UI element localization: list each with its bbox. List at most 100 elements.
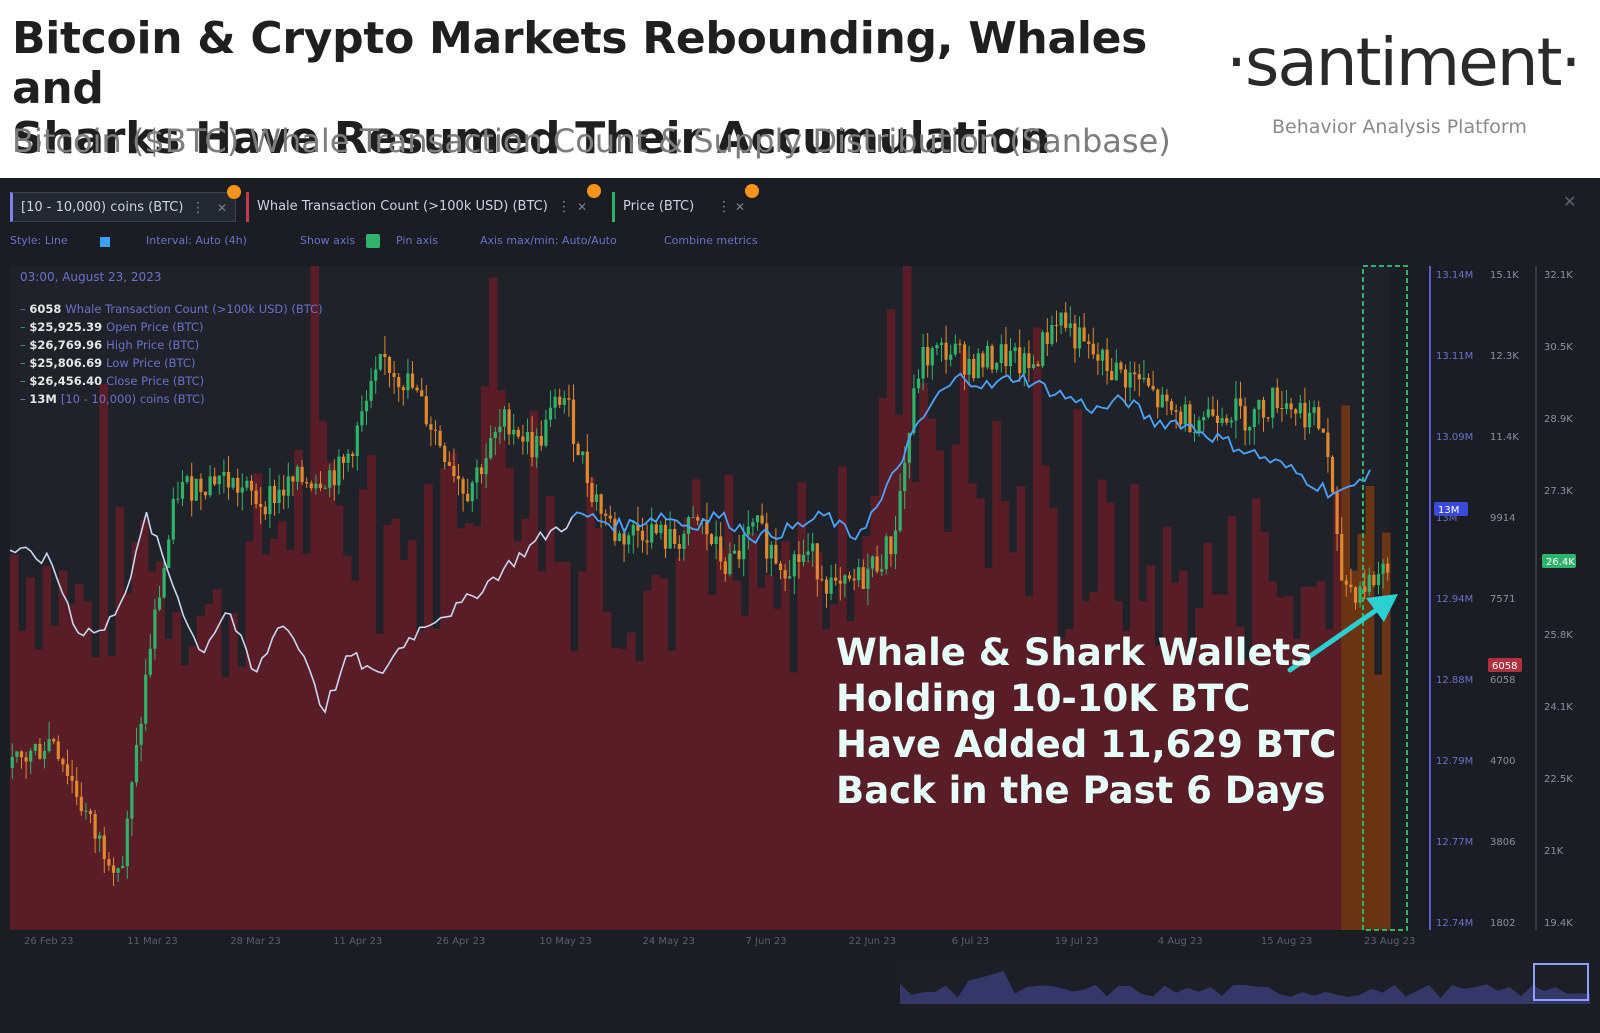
price-candle-body [728,553,732,574]
price-candle-body [553,396,557,408]
whale-tx-bar [229,613,238,930]
price-candle-body [1146,377,1151,386]
whale-tx-bar [407,540,417,930]
whale-tx-bar [1073,409,1083,930]
whale-tx-bar [618,648,628,930]
tab-label: Whale Transaction Count (>100k USD) (BTC… [257,199,548,214]
price-candle-body [1280,408,1284,409]
annotation-text: Whale & Shark Wallets Holding 10-10K BTC… [836,630,1336,814]
price-candle-body [769,544,773,559]
interval-selector[interactable]: Interval: Auto (4h) [146,234,247,247]
whale-tx-bar [18,630,27,930]
price-candle-body [834,577,838,581]
kebab-menu-icon[interactable]: ⋮ [191,200,205,216]
supply-axis-tick: 12.79M [1436,756,1473,767]
tab-price[interactable]: Price (BTC) ⋮ ✕ [612,184,759,222]
price-candle-body [1027,353,1031,368]
tab-label: [10 - 10,000) coins (BTC) [21,200,184,215]
price-candle-body [493,431,497,438]
price-candle-body [1248,427,1252,431]
price-candle-body [452,465,456,476]
kebab-menu-icon[interactable]: ⋮ [557,199,571,215]
tab-whale-transactions[interactable]: Whale Transaction Count (>100k USD) (BTC… [246,184,601,222]
price-candle-body [926,347,930,366]
price-current-marker: 26.4K [1546,557,1575,568]
price-candle-body [1050,325,1054,344]
whale-tx-bar [456,528,466,930]
price-candle-body [1004,344,1008,367]
price-candle-body [1312,407,1316,413]
price-candle-body [70,776,74,781]
price-candle-body [939,342,944,345]
style-selector[interactable]: Style: Line [10,234,68,247]
whale-tx-bar [927,418,936,930]
price-candle-body [29,750,33,762]
price-candle-body [548,407,553,420]
panel-close-icon[interactable]: ✕ [1563,192,1577,211]
whale-tx-bar [1195,608,1204,930]
annotation-line-1: Whale & Shark Wallets [836,631,1313,674]
price-candle-body [571,399,576,444]
whale-tx-bar [667,650,677,930]
price-candle-body [806,551,810,555]
color-swatch[interactable] [100,237,110,247]
price-candle-body [61,759,65,765]
checkbox-icon[interactable] [366,234,380,248]
price-candle-body [116,868,120,873]
axis-range-selector[interactable]: Axis max/min: Auto/Auto [480,234,617,247]
whale-tx-bar [1178,570,1188,930]
supply-axis-tick: 12.88M [1436,675,1473,686]
price-candle-body [466,493,470,502]
price-candle-body [903,462,907,491]
price-candle-body [351,453,355,456]
whale-tx-bar [1381,532,1391,930]
price-candle-body [226,472,231,488]
combine-metrics-button[interactable]: Combine metrics [664,234,758,247]
whale-tx-bar [797,482,807,930]
price-candle-body [516,429,520,437]
price-candle-body [1169,401,1174,411]
whale-tx-bar [269,539,279,930]
legend-series-name: Close Price (BTC) [106,374,205,388]
whale-tx-bar [943,531,953,930]
hover-timestamp: 03:00, August 23, 2023 [20,270,162,284]
whale-tx-bar [34,649,44,930]
price-candle-body [424,396,428,425]
whale-tx-bar [1170,582,1180,930]
legend-row: – $26,456.40 Close Price (BTC) [20,372,323,390]
whale-tx-bar [1040,465,1050,930]
whale-tx-bar [83,601,92,930]
whale-tx-bar [1300,586,1310,930]
whale-tx-bar [1138,601,1148,930]
whale-tx-bar [562,561,571,930]
show-axis-toggle[interactable]: Show axis [300,234,356,247]
close-icon[interactable]: ✕ [577,200,588,214]
whale-tx-bar [838,466,847,930]
kebab-menu-icon[interactable]: ⋮ [717,199,731,215]
price-candle-body [1041,332,1045,367]
price-candle-body [254,490,258,504]
price-candle-body [1059,312,1063,326]
whale-tx-bar [367,455,376,930]
close-icon[interactable]: ✕ [217,201,228,215]
pin-axis-toggle[interactable]: Pin axis [396,234,438,247]
legend-series-name: Open Price (BTC) [106,320,204,334]
tab-supply-distribution[interactable]: [10 - 10,000) coins (BTC) ⋮ ✕ [10,185,241,222]
x-axis-tick: 24 May 23 [643,936,695,947]
price-candle-body [1192,432,1197,434]
whale-axis-tick: 11.4K [1490,432,1519,443]
whale-tx-bar [521,518,531,930]
price-candle-body [484,458,488,475]
close-icon[interactable]: ✕ [735,200,746,214]
whale-tx-bar [221,677,230,930]
price-candle-body [1018,347,1022,374]
price-candle-body [590,483,594,502]
whale-tx-bar [1162,526,1172,930]
price-candle-body [323,487,327,489]
price-candle-body [1036,364,1040,366]
price-candle-body [976,353,980,379]
whale-tx-bar [764,574,774,930]
price-candle-body [742,534,746,560]
price-candle-body [535,436,539,458]
price-candle-body [415,387,419,391]
